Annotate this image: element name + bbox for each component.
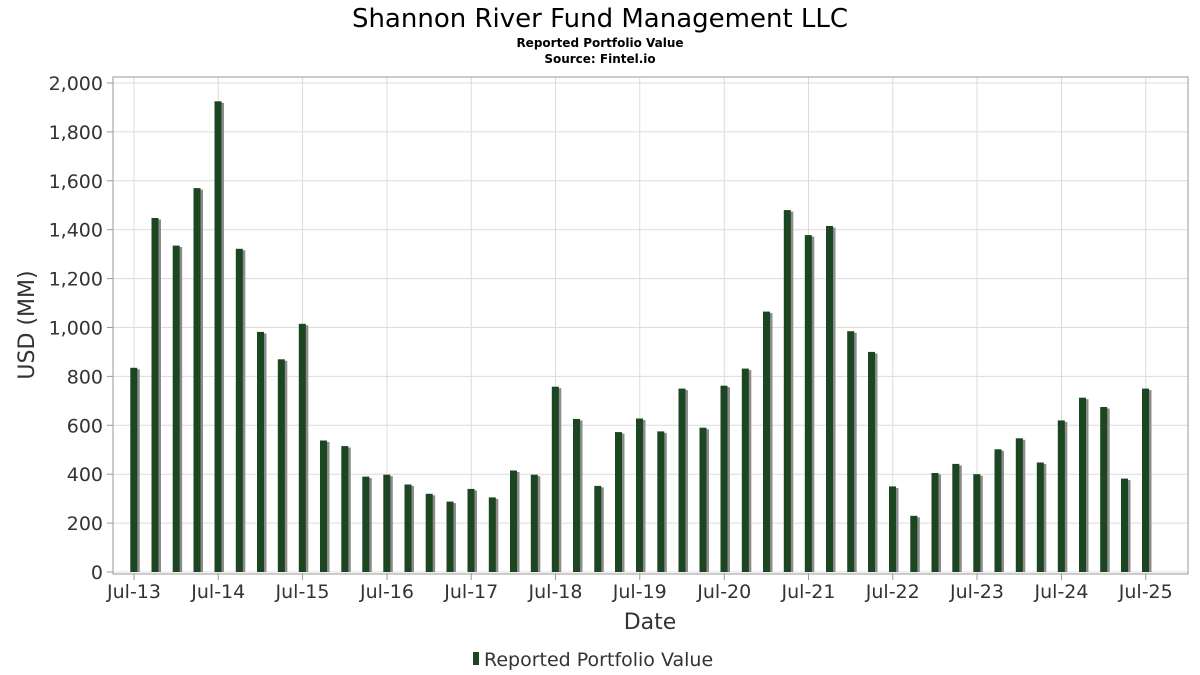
bar	[130, 367, 138, 572]
bar	[636, 418, 643, 572]
x-tick-label: Jul-24	[1034, 581, 1089, 603]
x-tick-label: Jul-23	[949, 581, 1004, 603]
bar	[193, 188, 201, 572]
y-tick-label: 400	[67, 464, 103, 486]
x-tick-label: Jul-21	[781, 581, 836, 603]
bar	[298, 323, 306, 572]
y-tick-label: 1,400	[49, 220, 103, 242]
gridlines	[113, 77, 1188, 574]
bar	[678, 388, 686, 572]
x-axis-label: Date	[624, 610, 677, 635]
bar	[277, 359, 285, 572]
bar	[510, 470, 517, 572]
bar	[783, 210, 791, 572]
x-tick-label: Jul-25	[1118, 581, 1173, 603]
bar	[1057, 420, 1065, 572]
bar	[699, 427, 707, 572]
legend-swatch	[473, 652, 479, 665]
bar	[868, 351, 875, 572]
y-tick-label: 600	[67, 415, 103, 437]
bar	[1121, 478, 1128, 572]
bar	[763, 311, 770, 572]
y-tick-label: 1,800	[49, 122, 103, 144]
bar	[1036, 462, 1044, 572]
x-axis-ticks: Jul-13 Jul-14 Jul-15 Jul-16 Jul-17 Jul-18 Jul-…	[106, 574, 1173, 603]
y-axis-ticks: 0 200 400 600 800 1,000 1,200 1,400 1,600 1,800 2,…	[49, 73, 113, 584]
chart-title: Shannon River Fund Management LLC	[352, 4, 848, 34]
x-tick-label: Jul-16	[359, 581, 414, 603]
bar	[551, 386, 559, 572]
bar	[741, 368, 749, 572]
legend-label: Reported Portfolio Value	[484, 649, 713, 671]
bar	[425, 493, 433, 572]
y-tick-label: 1,600	[49, 171, 103, 193]
bar	[847, 331, 855, 572]
x-tick-label: Jul-20	[696, 581, 751, 603]
bar	[172, 245, 180, 572]
bar	[994, 449, 1002, 572]
bar	[573, 418, 580, 572]
bar	[720, 385, 728, 572]
bar	[1100, 407, 1108, 572]
bar-series	[130, 101, 1152, 573]
bar	[952, 463, 960, 572]
x-tick-label: Jul-15	[275, 581, 330, 603]
y-tick-label: 200	[67, 513, 103, 535]
bar	[214, 101, 222, 573]
bar	[931, 473, 939, 572]
bar	[973, 474, 981, 572]
y-axis-label: USD (MM)	[15, 270, 40, 379]
bar	[1015, 438, 1023, 572]
bar	[615, 432, 622, 572]
bar	[530, 474, 538, 572]
y-tick-label: 0	[91, 562, 103, 584]
bar	[341, 446, 349, 572]
x-tick-label: Jul-22	[865, 581, 920, 603]
bar	[320, 440, 327, 572]
bar	[488, 497, 496, 572]
bar	[362, 476, 370, 572]
y-tick-label: 800	[67, 366, 103, 388]
bar	[257, 331, 264, 572]
bar	[594, 485, 602, 572]
bar	[446, 501, 454, 572]
x-tick-label: Jul-17	[443, 581, 498, 603]
bar	[910, 515, 918, 572]
y-tick-label: 2,000	[49, 73, 103, 95]
bar	[1079, 397, 1086, 572]
x-tick-label: Jul-19	[612, 581, 667, 603]
bar	[235, 248, 243, 573]
chart-subtitle: Reported Portfolio Value	[516, 36, 683, 50]
bar	[404, 484, 412, 572]
x-tick-label: Jul-13	[106, 581, 161, 603]
x-tick-label: Jul-14	[190, 581, 245, 603]
chart-source: Source: Fintel.io	[544, 52, 655, 66]
plot-area	[112, 76, 1189, 575]
y-tick-label: 1,000	[49, 318, 103, 340]
bar	[1142, 388, 1149, 572]
x-tick-label: Jul-18	[528, 581, 583, 603]
bar	[657, 431, 665, 572]
y-tick-label: 1,200	[49, 269, 103, 291]
bar	[804, 235, 812, 572]
legend: Reported Portfolio Value	[473, 649, 713, 671]
bar	[467, 488, 475, 572]
bar	[826, 226, 833, 572]
bar	[383, 474, 391, 572]
bar	[889, 486, 896, 572]
bar	[151, 218, 159, 572]
